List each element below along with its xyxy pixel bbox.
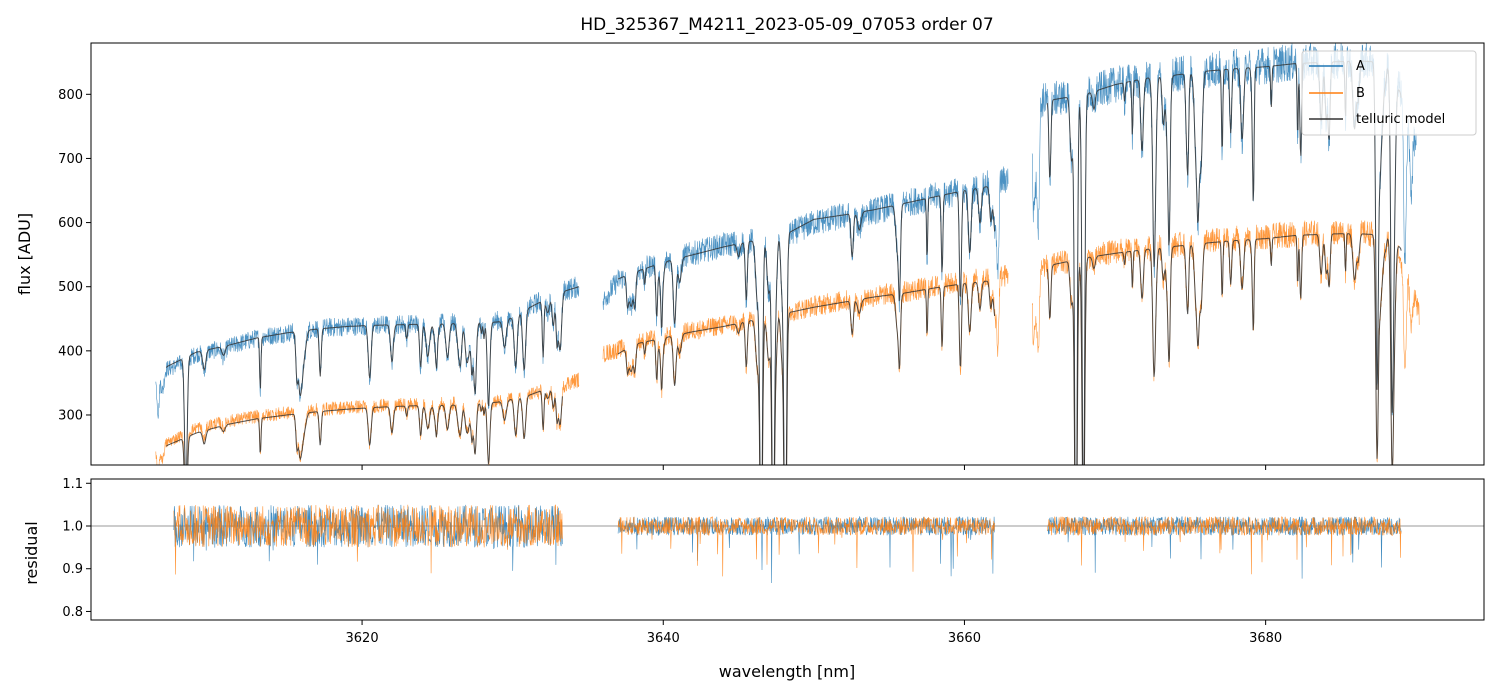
top-y-ticks: 300 400 500 600 700 800: [58, 88, 91, 423]
series-telluric-model-segment-3: [617, 280, 996, 465]
legend-label-b: B: [1356, 86, 1365, 101]
bottom-y-tick-label: 0.9: [62, 562, 83, 577]
bottom-x-ticks: 3620 3640 3660 3680: [346, 620, 1282, 646]
bottom-plot-area: [91, 504, 1484, 584]
top-y-tick-label: 800: [58, 88, 83, 103]
series-telluric-model-segment-4: [1046, 60, 1402, 465]
series-B-segment-2: [1031, 220, 1420, 465]
legend-box: [1301, 50, 1477, 136]
top-y-axis-label: flux [ADU]: [15, 213, 34, 295]
residual-A-segment-1: [617, 515, 995, 584]
bottom-y-tick-label: 0.8: [62, 605, 83, 620]
top-x-ticks: [361, 465, 1267, 470]
x-tick-label: 3640: [647, 631, 680, 646]
legend-label-a: A: [1356, 59, 1365, 74]
series-telluric-model-segment-0: [165, 286, 580, 465]
series-telluric-model-segment-5: [1046, 233, 1402, 465]
legend: A B telluric model: [1301, 50, 1477, 136]
x-tick-label: 3620: [346, 631, 379, 646]
residual-B-segment-2: [1047, 515, 1402, 575]
top-y-tick-label: 700: [58, 152, 83, 167]
x-tick-label: 3660: [948, 631, 981, 646]
top-y-tick-label: 400: [58, 344, 83, 359]
residual-B-segment-1: [617, 516, 995, 577]
bottom-y-tick-label: 1.0: [62, 520, 83, 535]
top-y-tick-label: 300: [58, 408, 83, 423]
series-telluric-model-segment-1: [165, 390, 563, 465]
bottom-axes-frame: [90, 478, 1485, 621]
series-B-segment-1: [602, 264, 1009, 465]
top-axes-frame: [90, 42, 1485, 466]
chart-title: HD_325367_M4211_2023-05-09_07053 order 0…: [580, 15, 993, 35]
top-y-tick-label: 500: [58, 280, 83, 295]
series-telluric-model-segment-2: [617, 186, 996, 465]
x-tick-label: 3680: [1249, 631, 1282, 646]
bottom-y-ticks: 0.8 0.9 1.0 1.1: [62, 477, 91, 620]
legend-label-model: telluric model: [1356, 112, 1445, 127]
top-panel: 300 400 500 600 700 800 flux [ADU] A B tellur…: [15, 42, 1485, 470]
bottom-y-axis-label: residual: [22, 521, 41, 584]
bottom-y-tick-label: 1.1: [62, 477, 83, 492]
top-y-tick-label: 600: [58, 216, 83, 231]
bottom-panel: 0.8 0.9 1.0 1.1 3620 3640 3660 3680 residual w…: [22, 477, 1485, 681]
top-plot-area: [155, 43, 1420, 465]
x-axis-label: wavelength [nm]: [719, 662, 856, 681]
residual-B-segment-0: [173, 504, 563, 575]
